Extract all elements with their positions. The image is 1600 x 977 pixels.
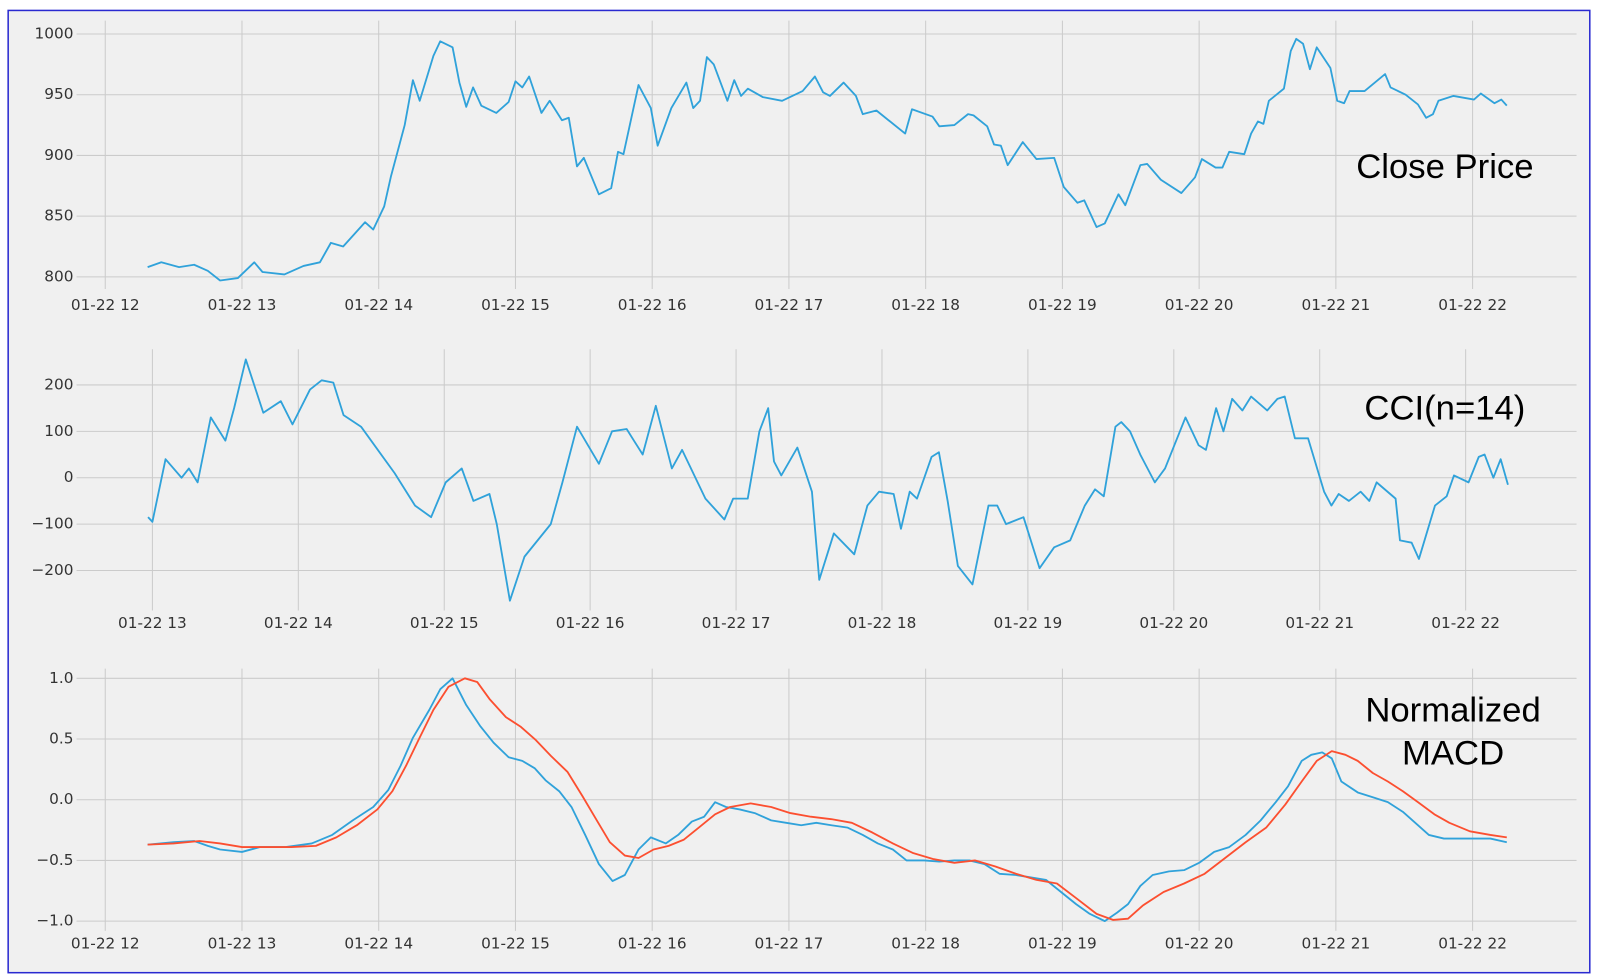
x-tick-label: 01-22 20 [1139, 614, 1208, 632]
y-tick-label: 0.5 [49, 730, 73, 748]
x-tick-label: 01-22 12 [71, 296, 140, 314]
y-tick-label: 100 [44, 422, 73, 440]
y-tick-label: 1.0 [49, 669, 73, 687]
x-tick-label: 01-22 19 [1028, 296, 1097, 314]
x-tick-label: 01-22 16 [618, 935, 687, 953]
annotation: Normalized [1365, 692, 1540, 730]
x-tick-label: 01-22 17 [755, 935, 824, 953]
x-tick-label: 01-22 19 [1028, 935, 1097, 953]
y-tick-label: 850 [44, 207, 73, 225]
x-tick-label: 01-22 22 [1438, 935, 1507, 953]
x-tick-label: 01-22 21 [1285, 614, 1354, 632]
data-line [147, 677, 1507, 923]
x-tick-label: 01-22 12 [71, 935, 140, 953]
x-tick-label: 01-22 18 [891, 935, 960, 953]
x-tick-label: 01-22 22 [1438, 296, 1507, 314]
x-tick-label: 01-22 14 [344, 935, 413, 953]
x-tick-label: 01-22 21 [1301, 296, 1370, 314]
y-tick-label: −200 [31, 561, 73, 579]
data-line [147, 37, 1508, 282]
x-tick-label: 01-22 14 [264, 614, 333, 632]
y-tick-label: 1000 [35, 25, 74, 43]
x-tick-label: 01-22 15 [481, 296, 550, 314]
x-tick-label: 01-22 19 [994, 614, 1063, 632]
data-line [147, 677, 1507, 921]
y-tick-label: 0.0 [49, 790, 73, 808]
x-tick-label: 01-22 20 [1165, 296, 1234, 314]
y-tick-label: −1.0 [36, 912, 73, 930]
x-tick-label: 01-22 21 [1301, 935, 1370, 953]
data-line [147, 358, 1509, 602]
y-tick-label: 200 [44, 375, 73, 393]
y-tick-label: 950 [44, 85, 73, 103]
annotation: Close Price [1356, 148, 1533, 186]
x-tick-label: 01-22 20 [1165, 935, 1234, 953]
annotation: MACD [1402, 734, 1504, 772]
y-tick-label: 0 [64, 468, 74, 486]
x-tick-label: 01-22 14 [344, 296, 413, 314]
annotation: CCI(n=14) [1364, 390, 1525, 428]
y-tick-label: −0.5 [36, 851, 73, 869]
x-tick-label: 01-22 15 [481, 935, 550, 953]
x-tick-label: 01-22 13 [208, 935, 277, 953]
x-tick-label: 01-22 16 [618, 296, 687, 314]
x-tick-label: 01-22 17 [702, 614, 771, 632]
x-tick-label: 01-22 16 [556, 614, 625, 632]
y-tick-label: 900 [44, 146, 73, 164]
x-tick-label: 01-22 22 [1431, 614, 1500, 632]
x-tick-label: 01-22 13 [118, 614, 187, 632]
frame [7, 9, 1591, 974]
x-tick-label: 01-22 18 [891, 296, 960, 314]
x-tick-label: 01-22 15 [410, 614, 479, 632]
y-tick-label: −100 [31, 515, 73, 533]
x-tick-label: 01-22 13 [208, 296, 277, 314]
y-tick-label: 800 [44, 267, 73, 285]
x-tick-label: 01-22 17 [755, 296, 824, 314]
x-tick-label: 01-22 18 [848, 614, 917, 632]
